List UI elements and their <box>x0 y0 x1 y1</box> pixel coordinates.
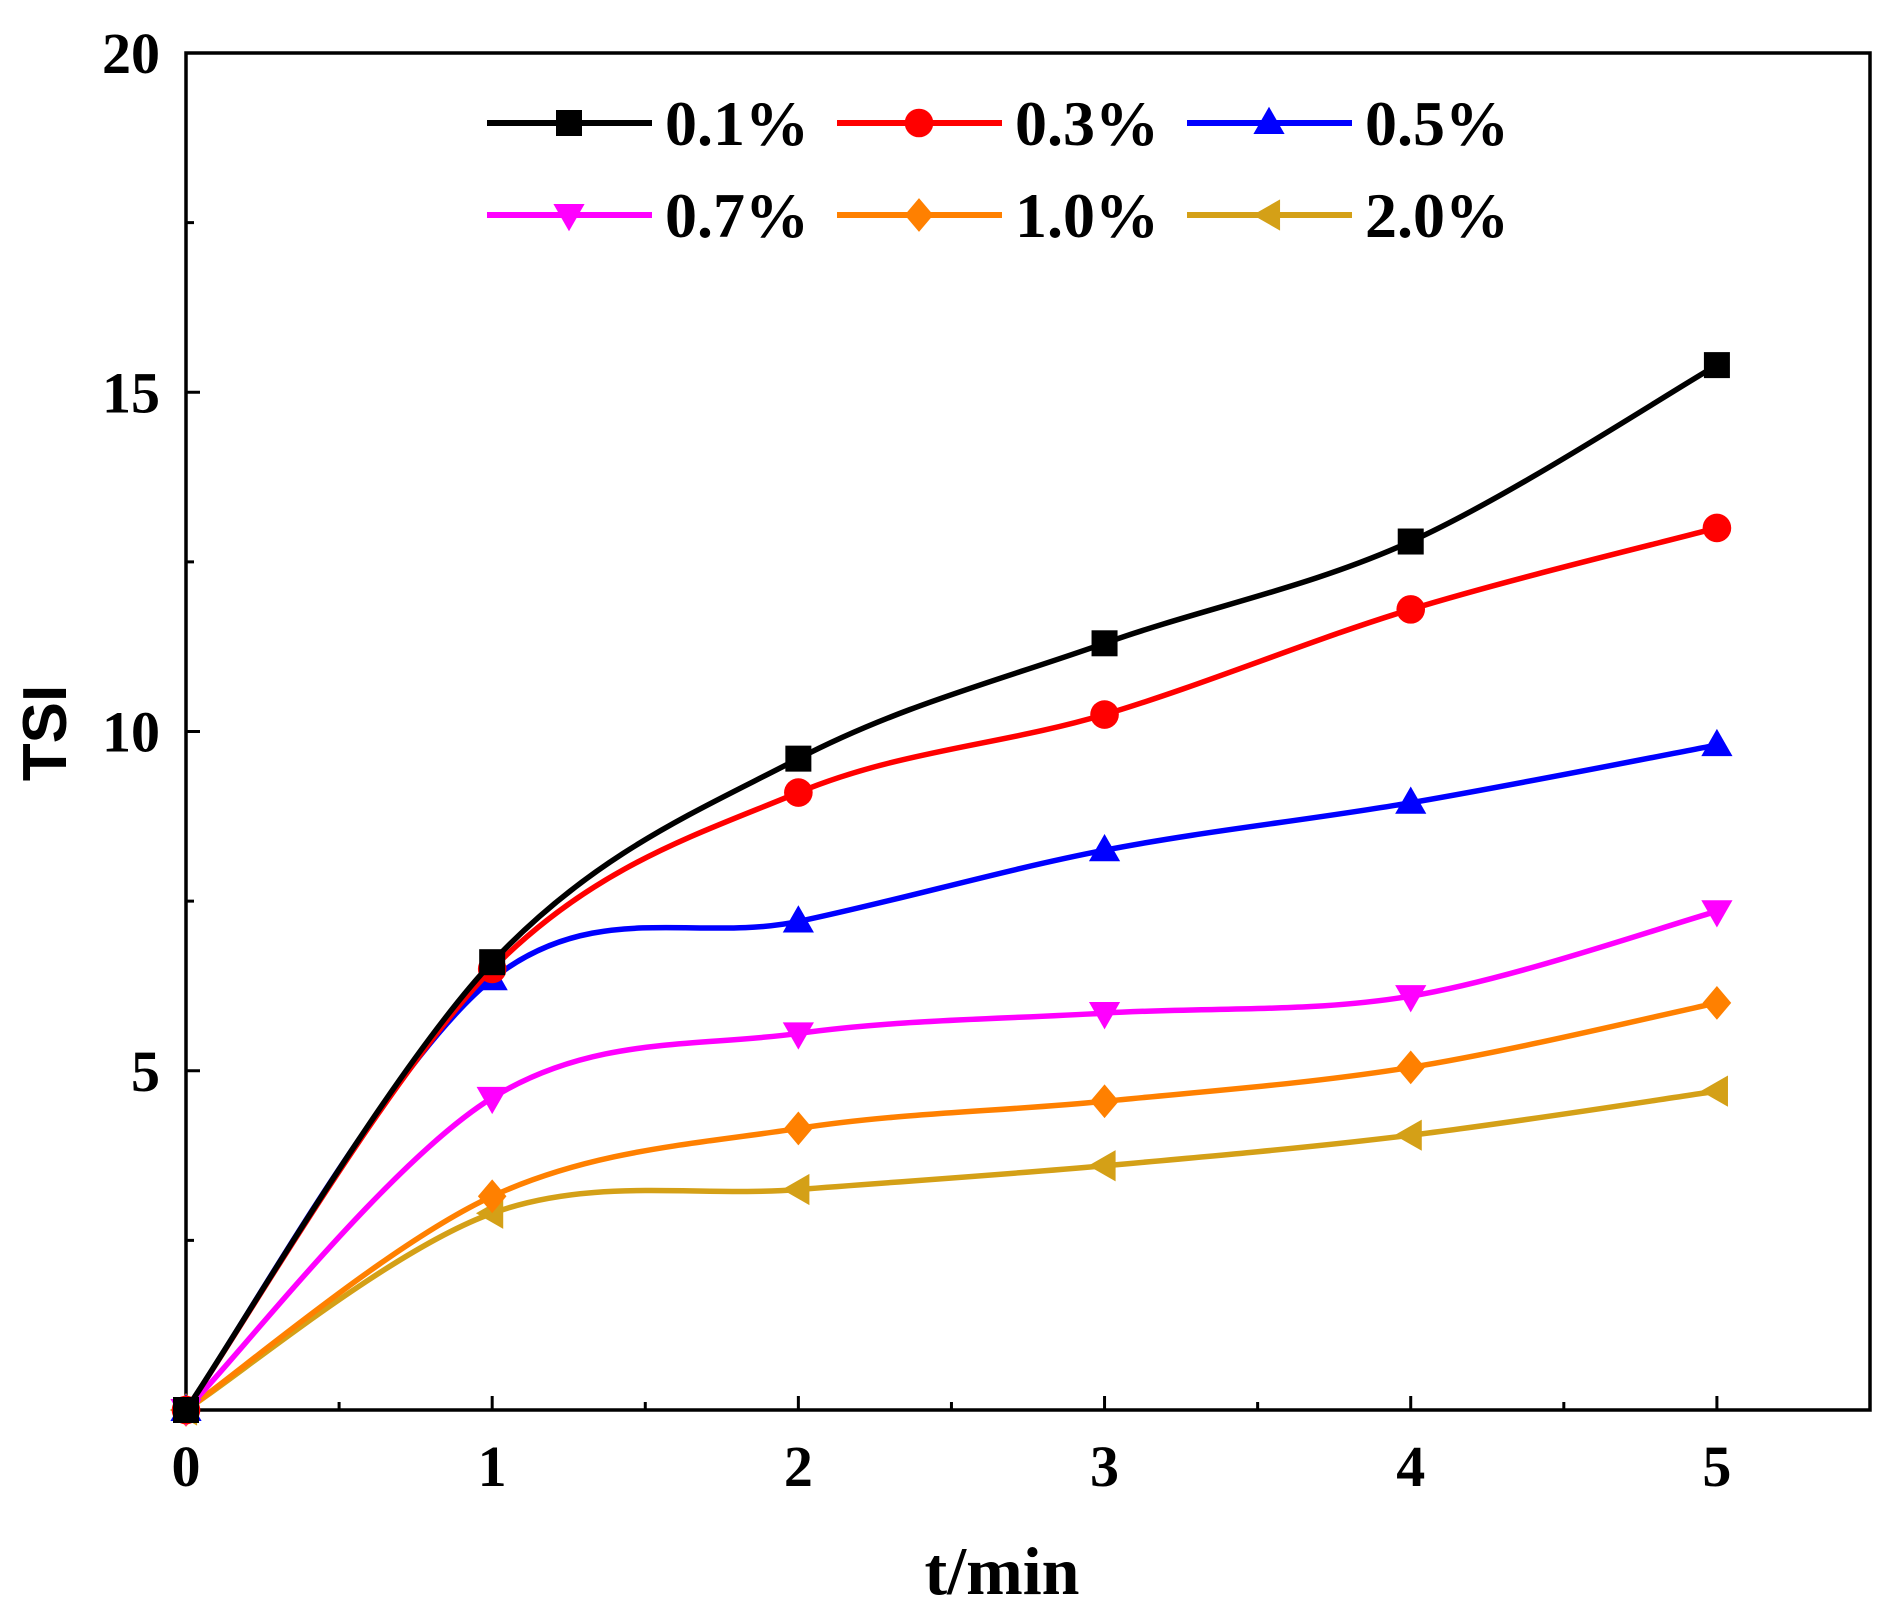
x-axis-title: t/min <box>925 1533 1080 1602</box>
y-tick-label: 20 <box>102 21 160 86</box>
legend-entry: 0.3% <box>837 88 1159 159</box>
series-line <box>183 362 1719 1412</box>
legend-label: 1.0% <box>1015 180 1159 251</box>
legend-label: 0.5% <box>1365 88 1509 159</box>
legend: 0.1% 0.3% 0.5% 0.7% 1.0% 2.0% <box>487 88 1509 251</box>
x-tick-label: 3 <box>1090 1434 1119 1499</box>
x-tick-label: 4 <box>1396 1434 1425 1499</box>
data-point <box>1395 786 1427 814</box>
y-tick-label: 5 <box>131 1039 160 1104</box>
data-point <box>1702 986 1732 1020</box>
legend-entry: 1.0% <box>837 180 1159 251</box>
legend-entry: 0.1% <box>487 88 809 159</box>
series-0_1pct <box>173 352 1730 1423</box>
axis-ticks: 0 1 2 3 4 5 5 10 15 20 <box>102 21 1731 1499</box>
data-point <box>1394 1119 1422 1151</box>
data-point <box>1701 728 1733 757</box>
data-point <box>477 1179 507 1214</box>
data-point <box>782 1022 814 1050</box>
series-line <box>184 908 1718 1412</box>
legend-label: 0.3% <box>1015 88 1159 159</box>
y-axis-title: TSI <box>11 685 80 781</box>
legend-label: 0.1% <box>665 88 809 159</box>
series-line <box>184 1088 1718 1413</box>
data-point <box>782 1173 810 1206</box>
data-point <box>1088 1002 1121 1030</box>
data-point <box>1703 352 1730 379</box>
data-point <box>782 905 814 933</box>
legend-entry: 0.5% <box>1187 88 1509 159</box>
data-point <box>1700 1075 1728 1107</box>
data-series <box>169 352 1733 1427</box>
legend-label: 2.0% <box>1365 180 1509 251</box>
data-point <box>1396 1050 1426 1085</box>
legend-marker <box>904 198 934 232</box>
data-point <box>1701 900 1733 928</box>
legend-marker <box>553 203 585 232</box>
y-tick-label: 10 <box>102 700 160 765</box>
data-point <box>1088 1150 1116 1182</box>
data-point <box>1397 528 1424 555</box>
x-tick-label: 1 <box>478 1434 507 1499</box>
x-tick-label: 2 <box>784 1434 813 1499</box>
legend-marker <box>1253 106 1285 135</box>
data-point <box>173 1397 199 1423</box>
data-point <box>1702 513 1732 543</box>
data-point <box>784 778 813 807</box>
legend-entry: 2.0% <box>1187 180 1509 251</box>
data-point <box>479 949 506 976</box>
legend-entry: 0.7% <box>487 180 809 251</box>
legend-marker <box>1252 199 1281 231</box>
data-point <box>1090 1084 1119 1119</box>
x-tick-label: 5 <box>1702 1434 1731 1499</box>
data-point <box>1088 833 1121 862</box>
legend-marker <box>904 108 934 138</box>
x-tick-label: 0 <box>172 1434 201 1499</box>
series-0_7pct <box>170 900 1733 1427</box>
series-line <box>184 1000 1718 1413</box>
data-point <box>784 1111 813 1146</box>
data-point <box>1091 630 1118 657</box>
legend-label: 0.7% <box>665 180 809 251</box>
data-point <box>476 1086 508 1115</box>
legend-marker <box>556 110 582 136</box>
data-point <box>1395 985 1427 1013</box>
data-point <box>1090 700 1119 729</box>
data-point <box>785 745 812 772</box>
data-point <box>1396 595 1426 624</box>
y-tick-label: 15 <box>102 360 160 425</box>
